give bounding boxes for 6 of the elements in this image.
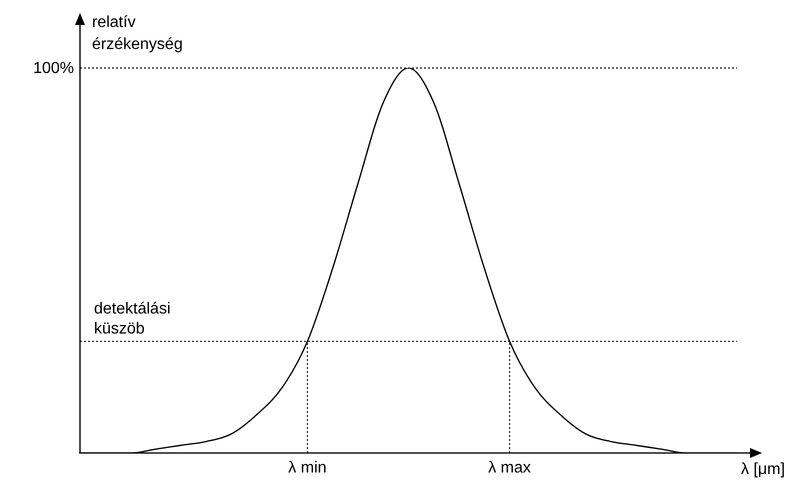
x-tick-label: λ min — [288, 459, 327, 476]
ref-line-label: detektálási küszöb — [94, 300, 170, 338]
x-tick-label: λ max — [488, 459, 531, 476]
y-axis-title: relatív érzékenység — [92, 13, 183, 55]
ref-line-label: 100% — [33, 60, 74, 77]
x-axis-title: λ [μm] — [741, 461, 785, 479]
